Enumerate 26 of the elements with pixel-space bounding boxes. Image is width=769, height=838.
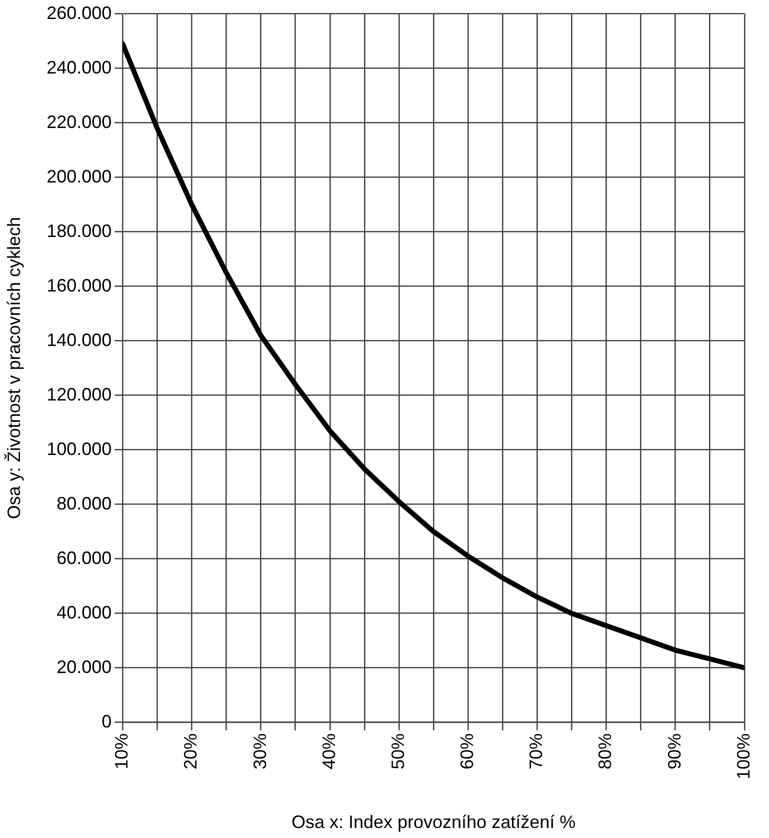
x-tick-label: 90% — [664, 733, 684, 770]
x-tick-label: 20% — [180, 733, 201, 770]
y-tick-label: 120.000 — [46, 384, 112, 404]
x-tick-label: 60% — [457, 733, 478, 770]
y-tick-label: 200.000 — [46, 166, 112, 186]
x-tick-label: 40% — [318, 733, 339, 770]
y-tick-label: 260.000 — [46, 2, 112, 23]
y-tick-label: 160.000 — [46, 275, 112, 296]
x-tick-label: 80% — [595, 733, 616, 770]
x-tick-label: 70% — [526, 733, 546, 770]
y-tick-label: 240.000 — [46, 57, 112, 78]
y-tick-label: 80.000 — [56, 493, 112, 514]
y-tick-label: 40.000 — [56, 602, 112, 622]
y-tick-label: 60.000 — [56, 548, 112, 568]
x-tick-label: 100% — [733, 733, 754, 780]
x-axis-title: Osa x: Index provozního zatížení % — [291, 812, 576, 832]
y-tick-label: 220.000 — [46, 112, 112, 132]
x-tick-label: 50% — [388, 733, 408, 770]
x-tick-label: 30% — [250, 733, 270, 770]
x-tick-label: 10% — [112, 733, 132, 770]
y-tick-label: 140.000 — [46, 330, 112, 350]
y-tick-label: 100.000 — [46, 438, 112, 459]
y-axis-title: Osa y: Životnost v pracovních cyklech — [4, 217, 24, 520]
y-tick-label: 0 — [102, 711, 112, 732]
y-tick-label: 20.000 — [56, 656, 112, 677]
y-tick-label: 180.000 — [46, 220, 112, 241]
